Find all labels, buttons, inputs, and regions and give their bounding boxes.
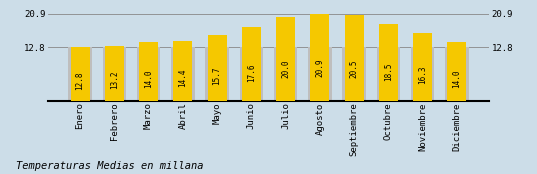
Text: 16.3: 16.3 — [418, 66, 427, 84]
Bar — [240, 48, 263, 101]
Bar — [445, 48, 469, 101]
Bar — [173, 41, 192, 101]
Bar — [411, 48, 434, 101]
Bar — [242, 27, 261, 101]
Text: 20.0: 20.0 — [281, 60, 290, 78]
Bar — [274, 48, 297, 101]
Text: 18.5: 18.5 — [384, 62, 393, 81]
Text: 14.0: 14.0 — [144, 69, 153, 88]
Bar — [379, 24, 398, 101]
Bar — [68, 48, 92, 101]
Text: 14.0: 14.0 — [452, 69, 461, 88]
Text: 12.8: 12.8 — [76, 71, 85, 90]
Bar — [310, 14, 329, 101]
Bar — [447, 42, 466, 101]
Bar — [103, 48, 126, 101]
Text: 17.6: 17.6 — [247, 64, 256, 82]
Bar — [276, 17, 295, 101]
Bar — [413, 33, 432, 101]
Bar — [171, 48, 194, 101]
Text: 14.4: 14.4 — [178, 69, 187, 87]
Text: 15.7: 15.7 — [213, 67, 222, 85]
Bar — [208, 35, 227, 101]
Bar — [71, 48, 90, 101]
Bar — [139, 42, 158, 101]
Bar — [137, 48, 161, 101]
Bar — [376, 48, 400, 101]
Text: 13.2: 13.2 — [110, 71, 119, 89]
Text: 20.9: 20.9 — [315, 58, 324, 77]
Bar — [205, 48, 229, 101]
Bar — [308, 48, 332, 101]
Text: 20.5: 20.5 — [350, 59, 359, 78]
Text: Temperaturas Medias en millana: Temperaturas Medias en millana — [16, 161, 204, 171]
Bar — [345, 15, 364, 101]
Bar — [105, 46, 124, 101]
Bar — [343, 48, 366, 101]
